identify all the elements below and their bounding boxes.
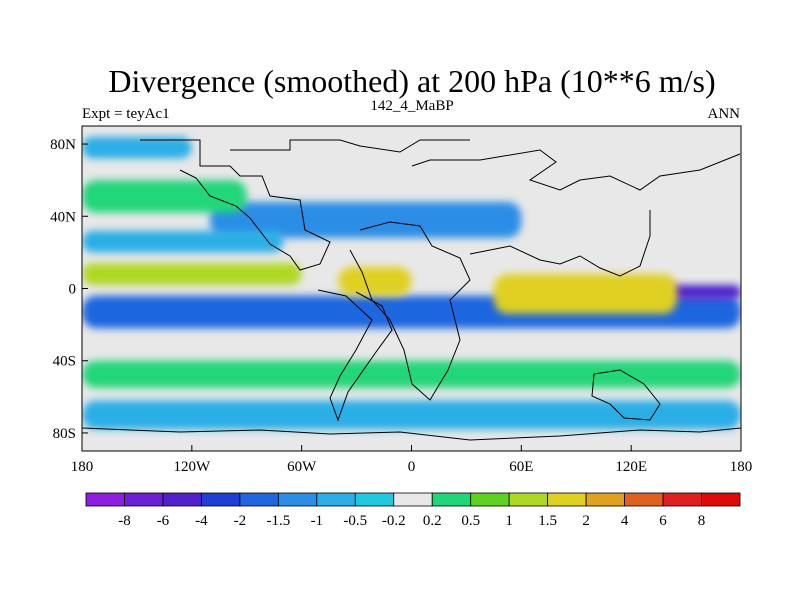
colorbar-swatch [239,492,279,507]
colorbar-label: 4 [621,513,629,529]
y-tick-label: 40N [50,209,76,225]
colorbar-swatch [124,492,164,507]
coastline-eurasia [411,149,741,191]
colorbar: -8 -6 -4 -2 -1.5 -1 -0.5 -0.2 0.2 0.5 1 1.5 2 4 6 8 [85,492,741,529]
colorbar-swatch [354,492,395,507]
y-tick-label: 80N [50,137,76,153]
colorbar-label: 1.5 [538,513,557,529]
field-south-midlatitude-positive [82,360,741,388]
coastline-south-america [317,289,393,422]
colorbar-label: -4 [195,513,208,529]
colorbar-label: 0.2 [423,513,442,529]
coastline-north-america-arctic [230,139,470,153]
colorbar-label: -0.2 [382,513,406,529]
colorbar-swatch [701,492,741,507]
field-north-pacific-negative-band [82,230,284,253]
x-tick-label: 120W [173,459,211,475]
x-tick-label: 180 [730,459,753,475]
x-tick-label: 120E [615,459,647,475]
coastline-europe-africa [349,221,471,401]
x-tick-label: 60E [509,459,533,475]
field-east-pacific-strong-negative [667,284,741,300]
y-tick-label: 0 [69,282,77,298]
colorbar-label: 6 [659,513,667,529]
colorbar-swatch [162,492,202,507]
colorbar-label: -1.5 [266,513,290,529]
colorbar-swatch [624,492,664,507]
map-area [82,126,741,451]
colorbar-swatch [470,492,510,507]
left-label: Expt = teyAc1 [82,106,170,122]
colorbar-swatch [277,492,318,507]
axes: 180 120W 60W 0 60E 120E 180 80N 40N 0 40S 80S [50,137,752,475]
coastline-australia [591,369,661,421]
y-tick-label: 40S [53,354,76,370]
right-label: ANN [708,106,741,122]
colorbar-swatch [393,492,433,507]
colorbar-swatch [316,492,356,507]
colorbar-swatch [508,492,549,507]
colorbar-label: 0.5 [461,513,480,529]
x-tick-label: 180 [71,459,94,475]
colorbar-label: -1 [311,513,324,529]
colorbar-swatch [662,492,702,507]
x-tick-label: 60W [287,459,317,475]
coastline-antarctica [82,427,741,441]
colorbar-label: 1 [505,513,513,529]
colorbar-label: 2 [582,513,590,529]
field-high-latitude-negative [82,136,192,159]
colorbar-label: 8 [698,513,706,529]
colorbar-swatch [85,492,125,507]
colorbar-swatch [431,492,472,507]
field-north-subtropical-negative [210,201,522,238]
colorbar-label: -6 [157,513,170,529]
colorbar-swatch [547,492,587,507]
y-tick-label: 80S [53,426,76,442]
colorbar-label: -2 [234,513,247,529]
x-tick-label: 0 [408,459,416,475]
field-africa-positive [338,266,412,296]
colorbar-swatch [201,492,241,507]
center-label: 142_4_MaBP [370,98,453,114]
coastline-asia-south [469,210,651,277]
coastline-north-america [140,139,331,271]
field-north-midlatitude-positive [82,180,247,213]
chart-title: Divergence (smoothed) at 200 hPa (10**6 … [108,63,715,99]
field-asia-equatorial-positive [493,274,677,314]
colorbar-label: -8 [118,513,131,529]
field-south-high-latitude-negative [82,400,741,430]
field-north-pacific-positive-band [82,263,302,285]
colorbar-swatch [585,492,625,507]
colorbar-label: -0.5 [343,513,367,529]
